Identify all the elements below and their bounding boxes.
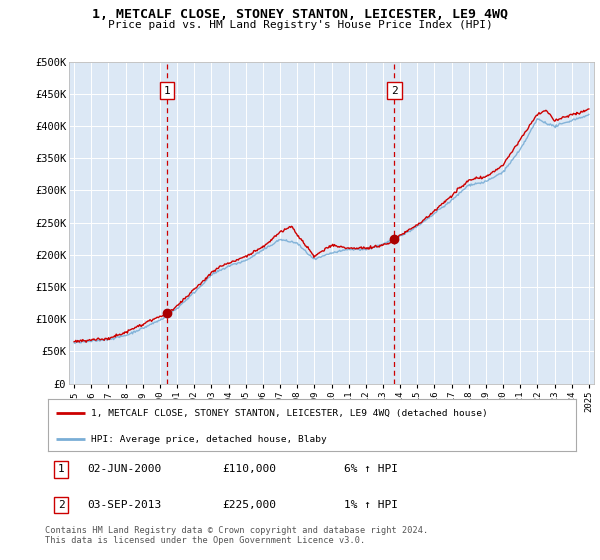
Text: 03-SEP-2013: 03-SEP-2013 bbox=[88, 500, 162, 510]
Text: 1: 1 bbox=[58, 464, 65, 474]
Text: 1% ↑ HPI: 1% ↑ HPI bbox=[344, 500, 398, 510]
Text: 2: 2 bbox=[58, 500, 65, 510]
Text: Price paid vs. HM Land Registry's House Price Index (HPI): Price paid vs. HM Land Registry's House … bbox=[107, 20, 493, 30]
Text: 6% ↑ HPI: 6% ↑ HPI bbox=[344, 464, 398, 474]
Text: 1, METCALF CLOSE, STONEY STANTON, LEICESTER, LE9 4WQ (detached house): 1, METCALF CLOSE, STONEY STANTON, LEICES… bbox=[91, 409, 488, 418]
Text: £110,000: £110,000 bbox=[222, 464, 276, 474]
Text: Contains HM Land Registry data © Crown copyright and database right 2024.: Contains HM Land Registry data © Crown c… bbox=[45, 526, 428, 535]
Bar bbox=[167, 62, 394, 384]
Text: 1: 1 bbox=[164, 86, 170, 96]
Text: 1, METCALF CLOSE, STONEY STANTON, LEICESTER, LE9 4WQ: 1, METCALF CLOSE, STONEY STANTON, LEICES… bbox=[92, 8, 508, 21]
Text: HPI: Average price, detached house, Blaby: HPI: Average price, detached house, Blab… bbox=[91, 435, 327, 444]
Text: 2: 2 bbox=[391, 86, 398, 96]
Text: £225,000: £225,000 bbox=[222, 500, 276, 510]
Text: This data is licensed under the Open Government Licence v3.0.: This data is licensed under the Open Gov… bbox=[45, 536, 365, 545]
Text: 02-JUN-2000: 02-JUN-2000 bbox=[88, 464, 162, 474]
